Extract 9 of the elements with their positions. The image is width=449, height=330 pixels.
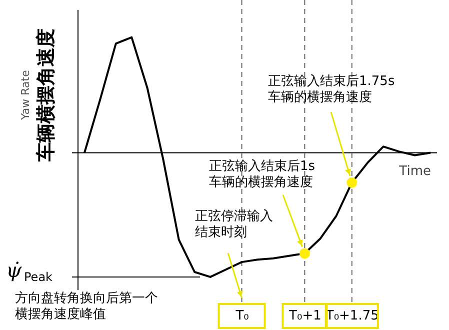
y-axis-title: Yaw Rate 车辆横摆角速度 (19, 28, 57, 162)
text: 方向盘转角换向后第一个横摆角速度峰值 (15, 290, 158, 322)
annotation: 正弦输入结束后1.75s车辆的横摆角速度 (268, 74, 395, 105)
x-tick-label: T₀+1.75 (324, 308, 379, 324)
annotation: 正弦停滞输入结束时刻 (195, 209, 273, 240)
annotation: 正弦输入结束后1s车辆的横摆角速度 (209, 159, 316, 190)
x-tick-label: T₀ (234, 308, 249, 324)
x-axis-title: Time (398, 164, 431, 179)
x-tick-label: T₀+1 (288, 308, 322, 324)
